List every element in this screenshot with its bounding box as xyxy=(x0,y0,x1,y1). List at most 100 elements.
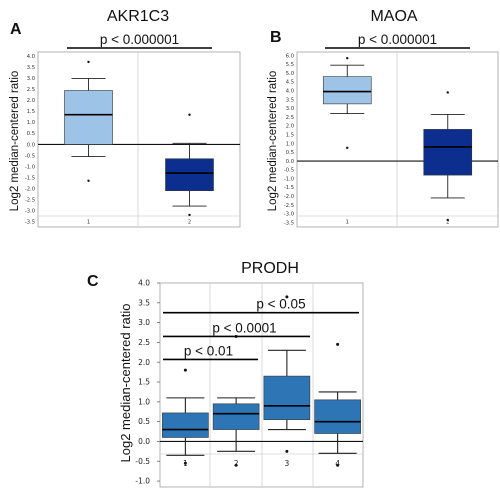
y-tick-label: 0.0 xyxy=(138,437,150,446)
x-category-label: 2 xyxy=(446,220,449,226)
y-tick-label: 1.0 xyxy=(27,120,35,126)
p-value-label: p < 0.01 xyxy=(184,343,233,358)
y-tick-label: -1.0 xyxy=(25,164,35,170)
y-tick-label: 1.5 xyxy=(286,132,294,138)
y-tick-label: 5.5 xyxy=(286,62,294,68)
outlier-point xyxy=(336,463,340,467)
outlier-point xyxy=(188,113,191,116)
y-tick-label: 1.0 xyxy=(286,141,294,147)
panel-letter-a: A xyxy=(10,21,22,38)
outlier-point xyxy=(188,213,191,217)
y-tick-label: 1.5 xyxy=(138,378,150,387)
panel-letter-b: B xyxy=(270,29,282,46)
y-tick-label: 5.0 xyxy=(286,71,294,77)
y-tick-label: 0.5 xyxy=(286,150,294,156)
outlier-point xyxy=(183,461,187,465)
y-tick-label: -2.5 xyxy=(25,197,35,203)
plot-area-a: 4.0 3.5 3.0 2.5 2.0 1.5 1.0 0.5 0.0 -0.5 -1.0 -1.5 -… xyxy=(25,32,241,228)
outlier-point xyxy=(446,218,449,222)
x-category-label: 2 xyxy=(188,220,191,226)
box-iqr xyxy=(212,403,260,430)
y-tick-label: 4.0 xyxy=(138,279,150,288)
y-tick-label: -0.5 xyxy=(284,168,294,174)
y-tick-label: -0.5 xyxy=(25,153,35,159)
panel-letter-c: C xyxy=(87,273,99,290)
y-tick-label: 4.5 xyxy=(286,80,294,86)
y-tick-label: -1.5 xyxy=(25,175,35,181)
outlier-point xyxy=(336,342,340,346)
y-tick-label: 0.0 xyxy=(286,159,294,165)
outlier-point xyxy=(285,449,289,453)
box-iqr xyxy=(165,158,214,191)
outlier-point xyxy=(234,463,238,467)
y-tick-label: 1.5 xyxy=(27,109,35,115)
x-category-label: 2 xyxy=(234,459,239,468)
y-tick-label: 3.5 xyxy=(27,65,35,71)
x-category-label: 4 xyxy=(335,459,340,468)
y-tick-label: -3.0 xyxy=(284,212,294,218)
outlier-point xyxy=(346,146,349,150)
y-tick-label: -3.5 xyxy=(25,219,35,225)
y-tick-label: -1.5 xyxy=(284,185,294,191)
y-tick-label: 2.5 xyxy=(138,338,150,347)
outlier-point xyxy=(446,91,449,94)
plot-frame xyxy=(159,282,364,488)
box-iqr xyxy=(162,412,209,438)
p-value-label: p < 0.000001 xyxy=(358,32,437,47)
y-tick-label: -1.0 xyxy=(135,477,150,486)
x-category-label: 1 xyxy=(87,220,90,226)
plot-area-c: 4.0 3.5 3.0 2.5 2.0 1.5 1.0 0.5 0.0 -0.5 -1.0 1 2 3 4 p… xyxy=(135,279,364,488)
box-iqr xyxy=(64,90,113,145)
panel-a: A AKR1C3 Log2 median-centered ratio 4.0 3… xyxy=(9,8,241,228)
p-value-label: p < 0.000001 xyxy=(100,32,179,47)
y-tick-label: 0.5 xyxy=(138,417,150,426)
y-tick-label: -1.0 xyxy=(284,176,294,182)
box-iqr xyxy=(322,76,372,105)
panel-b: B MAOA Log2 median-centered ratio 6.0 5.5… xyxy=(267,8,499,228)
outlier-point xyxy=(346,56,349,60)
y-axis-label-c: Log2 median-centered ratio xyxy=(118,304,133,463)
panel-c: C PRODH Log2 median-centered ratio 4.0 3.… xyxy=(87,260,364,488)
y-tick-label: 2.0 xyxy=(27,98,35,104)
panel-title-maoa: MAOA xyxy=(370,8,417,25)
p-value-label: p < 0.05 xyxy=(256,297,305,312)
y-tick-label: 4.0 xyxy=(27,54,35,60)
y-tick-label: 3.0 xyxy=(138,318,150,327)
box-iqr xyxy=(263,375,311,420)
panel-title-prodh: PRODH xyxy=(241,260,299,277)
box-iqr xyxy=(423,129,473,176)
y-tick-label: 3.0 xyxy=(27,76,35,82)
p-value-label: p < 0.0001 xyxy=(212,320,276,335)
x-category-label: 1 xyxy=(346,220,349,226)
y-tick-label: -2.0 xyxy=(284,194,294,200)
x-category-label: 1 xyxy=(183,459,188,468)
y-tick-label: 2.0 xyxy=(286,124,294,130)
panel-title-akr1c3: AKR1C3 xyxy=(107,8,169,25)
y-tick-label: 3.5 xyxy=(138,298,150,307)
x-category-label: 3 xyxy=(284,459,289,468)
y-axis-label-b: Log2 median-centered ratio xyxy=(267,71,279,212)
outlier-point xyxy=(183,368,187,372)
outlier-point xyxy=(87,179,90,182)
y-tick-label: -3.5 xyxy=(284,220,294,226)
outlier-point xyxy=(285,295,289,299)
y-tick-label: 0.0 xyxy=(27,142,35,148)
y-axis-label-a: Log2 median-centered ratio xyxy=(9,71,21,212)
y-tick-label: -0.5 xyxy=(135,457,150,466)
y-tick-label: 3.0 xyxy=(286,106,294,112)
y-tick-label: 3.5 xyxy=(286,97,294,103)
plot-area-b: 6.0 5.5 5.0 4.5 4.0 3.5 3.0 2.5 2.0 1.5 1.0 0.5 0.0 -… xyxy=(284,32,499,228)
y-tick-label: 2.5 xyxy=(27,87,35,93)
y-tick-label: 2.0 xyxy=(138,358,150,367)
y-tick-label: 2.5 xyxy=(286,115,294,121)
y-tick-label: 4.0 xyxy=(286,88,294,94)
box-iqr xyxy=(314,399,361,434)
outlier-point xyxy=(87,60,90,64)
y-tick-label: 6.0 xyxy=(286,53,294,59)
y-tick-label: -2.5 xyxy=(284,203,294,209)
y-tick-label: -3.0 xyxy=(25,208,35,214)
y-tick-label: -2.0 xyxy=(25,186,35,192)
y-tick-label: 1.0 xyxy=(138,397,150,406)
y-tick-label: 0.5 xyxy=(27,131,35,137)
